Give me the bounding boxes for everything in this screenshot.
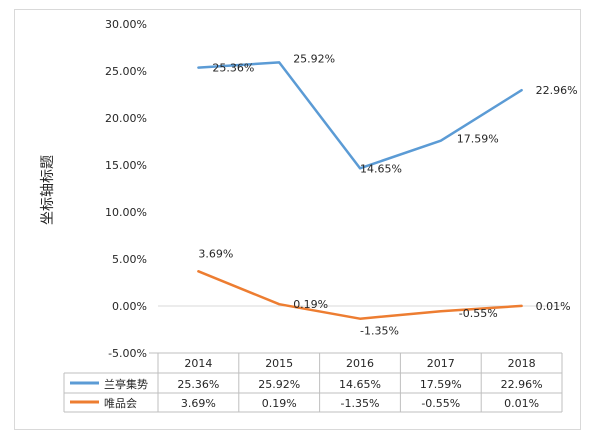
data-label: -1.35% bbox=[360, 325, 399, 338]
data-label: 0.01% bbox=[536, 300, 571, 313]
x-category-label: 2018 bbox=[508, 357, 536, 370]
data-label: -0.55% bbox=[459, 307, 498, 320]
y-tick-label: 30.00% bbox=[105, 18, 147, 31]
data-label: 14.65% bbox=[360, 162, 402, 175]
y-tick-label: 20.00% bbox=[105, 112, 147, 125]
y-tick-label: 10.00% bbox=[105, 206, 147, 219]
table-cell-value: 3.69% bbox=[181, 397, 216, 410]
y-tick-label: 0.00% bbox=[112, 300, 147, 313]
x-category-label: 2015 bbox=[265, 357, 293, 370]
legend-series-name: 唯品会 bbox=[104, 397, 137, 410]
table-cell-value: 25.36% bbox=[177, 378, 219, 391]
table-cell-value: 0.01% bbox=[504, 397, 539, 410]
data-labels: 25.36% 25.92% 14.65% 17.59% 22.96% 3.69% 0.19%… bbox=[198, 52, 577, 337]
y-axis-ticks: 30.00% 25.00% 20.00% 15.00% 10.00% 5.00% 0.00%… bbox=[105, 18, 147, 360]
data-table: 2014 2015 2016 2017 2018 兰亭集势 25.36% 25.92% 14.6… bbox=[63, 352, 563, 413]
data-label: 17.59% bbox=[457, 133, 499, 146]
table-cell-value: 22.96% bbox=[501, 378, 543, 391]
table-cell-value: 0.19% bbox=[262, 397, 297, 410]
y-tick-label: 15.00% bbox=[105, 159, 147, 172]
y-tick-label: 5.00% bbox=[112, 253, 147, 266]
series-line bbox=[197, 270, 523, 320]
y-tick-label: 25.00% bbox=[105, 65, 147, 78]
table-cell-value: -1.35% bbox=[341, 397, 380, 410]
series-lines bbox=[197, 61, 523, 320]
table-cell-value: 14.65% bbox=[339, 378, 381, 391]
data-label: 25.36% bbox=[212, 62, 254, 75]
x-category-label: 2017 bbox=[427, 357, 455, 370]
x-category-label: 2014 bbox=[184, 357, 212, 370]
y-axis-title: 坐标轴标题 bbox=[40, 155, 56, 225]
series-line bbox=[197, 61, 523, 170]
table-cell-value: 25.92% bbox=[258, 378, 300, 391]
y-tick-label: -5.00% bbox=[108, 347, 147, 360]
data-label: 22.96% bbox=[536, 84, 578, 97]
table-cell-value: -0.55% bbox=[421, 397, 460, 410]
chart-border bbox=[14, 9, 581, 430]
data-label: 0.19% bbox=[293, 298, 328, 311]
y-axis-title-group: 坐标轴标题 bbox=[40, 155, 56, 225]
table-cell-value: 17.59% bbox=[420, 378, 462, 391]
x-category-label: 2016 bbox=[346, 357, 374, 370]
legend-series-name: 兰亭集势 bbox=[104, 377, 148, 391]
data-label: 3.69% bbox=[198, 247, 233, 260]
data-label: 25.92% bbox=[293, 52, 335, 65]
